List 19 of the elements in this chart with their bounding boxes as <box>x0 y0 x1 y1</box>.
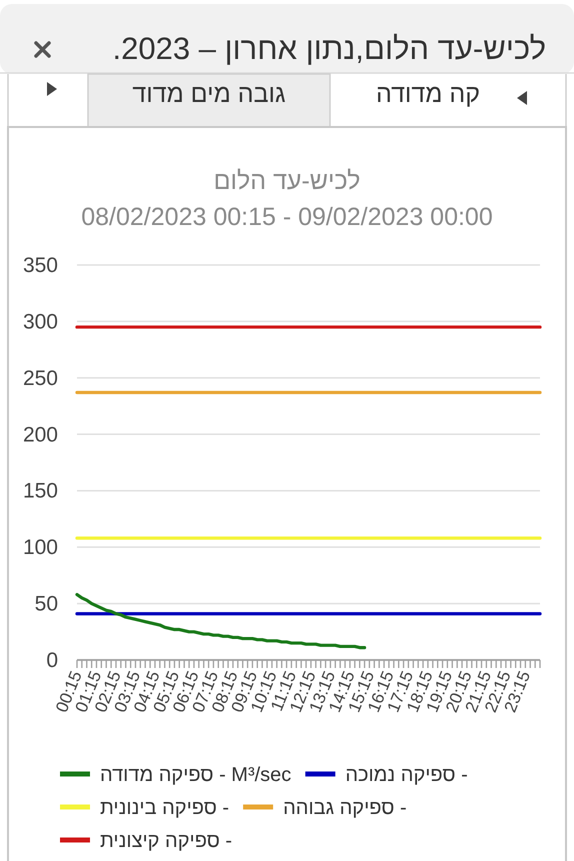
chart-title: לכיש-עד הלום <box>214 167 360 195</box>
y-tick-label: 250 <box>22 366 58 390</box>
text: קה מדודה <box>376 80 480 108</box>
chart-subtitle: 08/02/2023 00:15 - 09/02/2023 00:00 <box>81 203 493 231</box>
legend-label: ספיקה מדודה - M³/sec <box>100 764 292 786</box>
legend-label: ספיקה קיצונית - <box>100 830 232 852</box>
legend-label: ספיקה בינונית - <box>100 797 230 819</box>
text: גובה מים מדוד <box>132 80 286 108</box>
line-series <box>75 592 366 650</box>
y-tick-label: 350 <box>22 254 58 277</box>
y-tick-label: 50 <box>34 592 58 616</box>
y-tick-label: 300 <box>22 310 58 334</box>
y-tick-label: 200 <box>22 423 58 446</box>
y-tick-label: 100 <box>22 536 58 560</box>
y-tick-label: 150 <box>22 480 58 503</box>
legend-label: ספיקה נמוכה - <box>345 764 468 786</box>
text: לכיש-עד הלום,נתון אחרון – 2023. <box>112 31 546 66</box>
legend-label: ספיקה גבוהה - <box>283 797 407 819</box>
y-tick-label: 0 <box>46 649 58 672</box>
